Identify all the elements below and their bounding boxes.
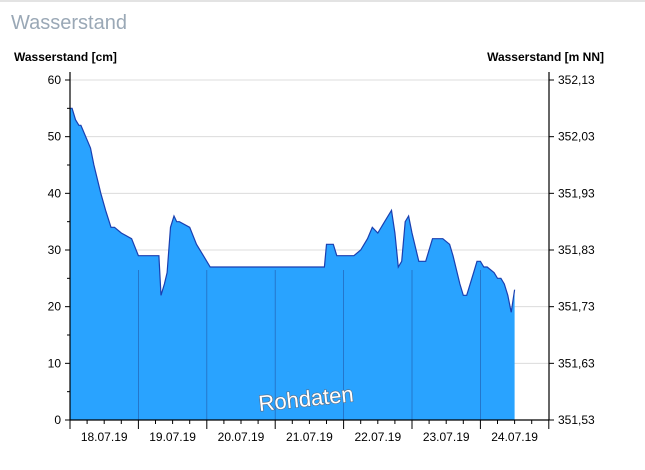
y-left-tick-label: 20 <box>48 300 62 314</box>
y-right-tick-label: 351,73 <box>558 300 595 314</box>
window-top-border <box>0 0 645 2</box>
x-tick-label: 19.07.19 <box>149 430 196 444</box>
y-left-tick-label: 40 <box>48 186 62 200</box>
y-right-tick-label: 352,13 <box>558 73 595 87</box>
y-right-tick-label: 352,03 <box>558 130 595 144</box>
page-title: Wasserstand <box>11 12 127 34</box>
y-right-tick-label: 351,63 <box>558 356 595 370</box>
x-tick-label: 20.07.19 <box>218 430 265 444</box>
x-tick-label: 18.07.19 <box>81 430 128 444</box>
y-axis-right-title: Wasserstand [m NN] <box>487 50 604 64</box>
water-level-area <box>70 108 515 421</box>
x-tick-label: 23.07.19 <box>423 430 470 444</box>
y-left-tick-label: 0 <box>54 413 61 427</box>
x-tick-label: 22.07.19 <box>354 430 401 444</box>
y-left-tick-label: 50 <box>48 130 62 144</box>
y-left-tick-label: 30 <box>48 243 62 257</box>
x-tick-label: 24.07.19 <box>491 430 538 444</box>
x-tick-label: 21.07.19 <box>286 430 333 444</box>
y-left-tick-label: 10 <box>48 356 62 370</box>
y-axis-left-title: Wasserstand [cm] <box>14 50 117 64</box>
water-level-line <box>70 107 516 313</box>
y-right-tick-label: 351,83 <box>558 243 595 257</box>
y-right-tick-label: 351,93 <box>558 186 595 200</box>
y-left-tick-label: 60 <box>48 73 62 87</box>
y-right-tick-label: 351,53 <box>558 413 595 427</box>
